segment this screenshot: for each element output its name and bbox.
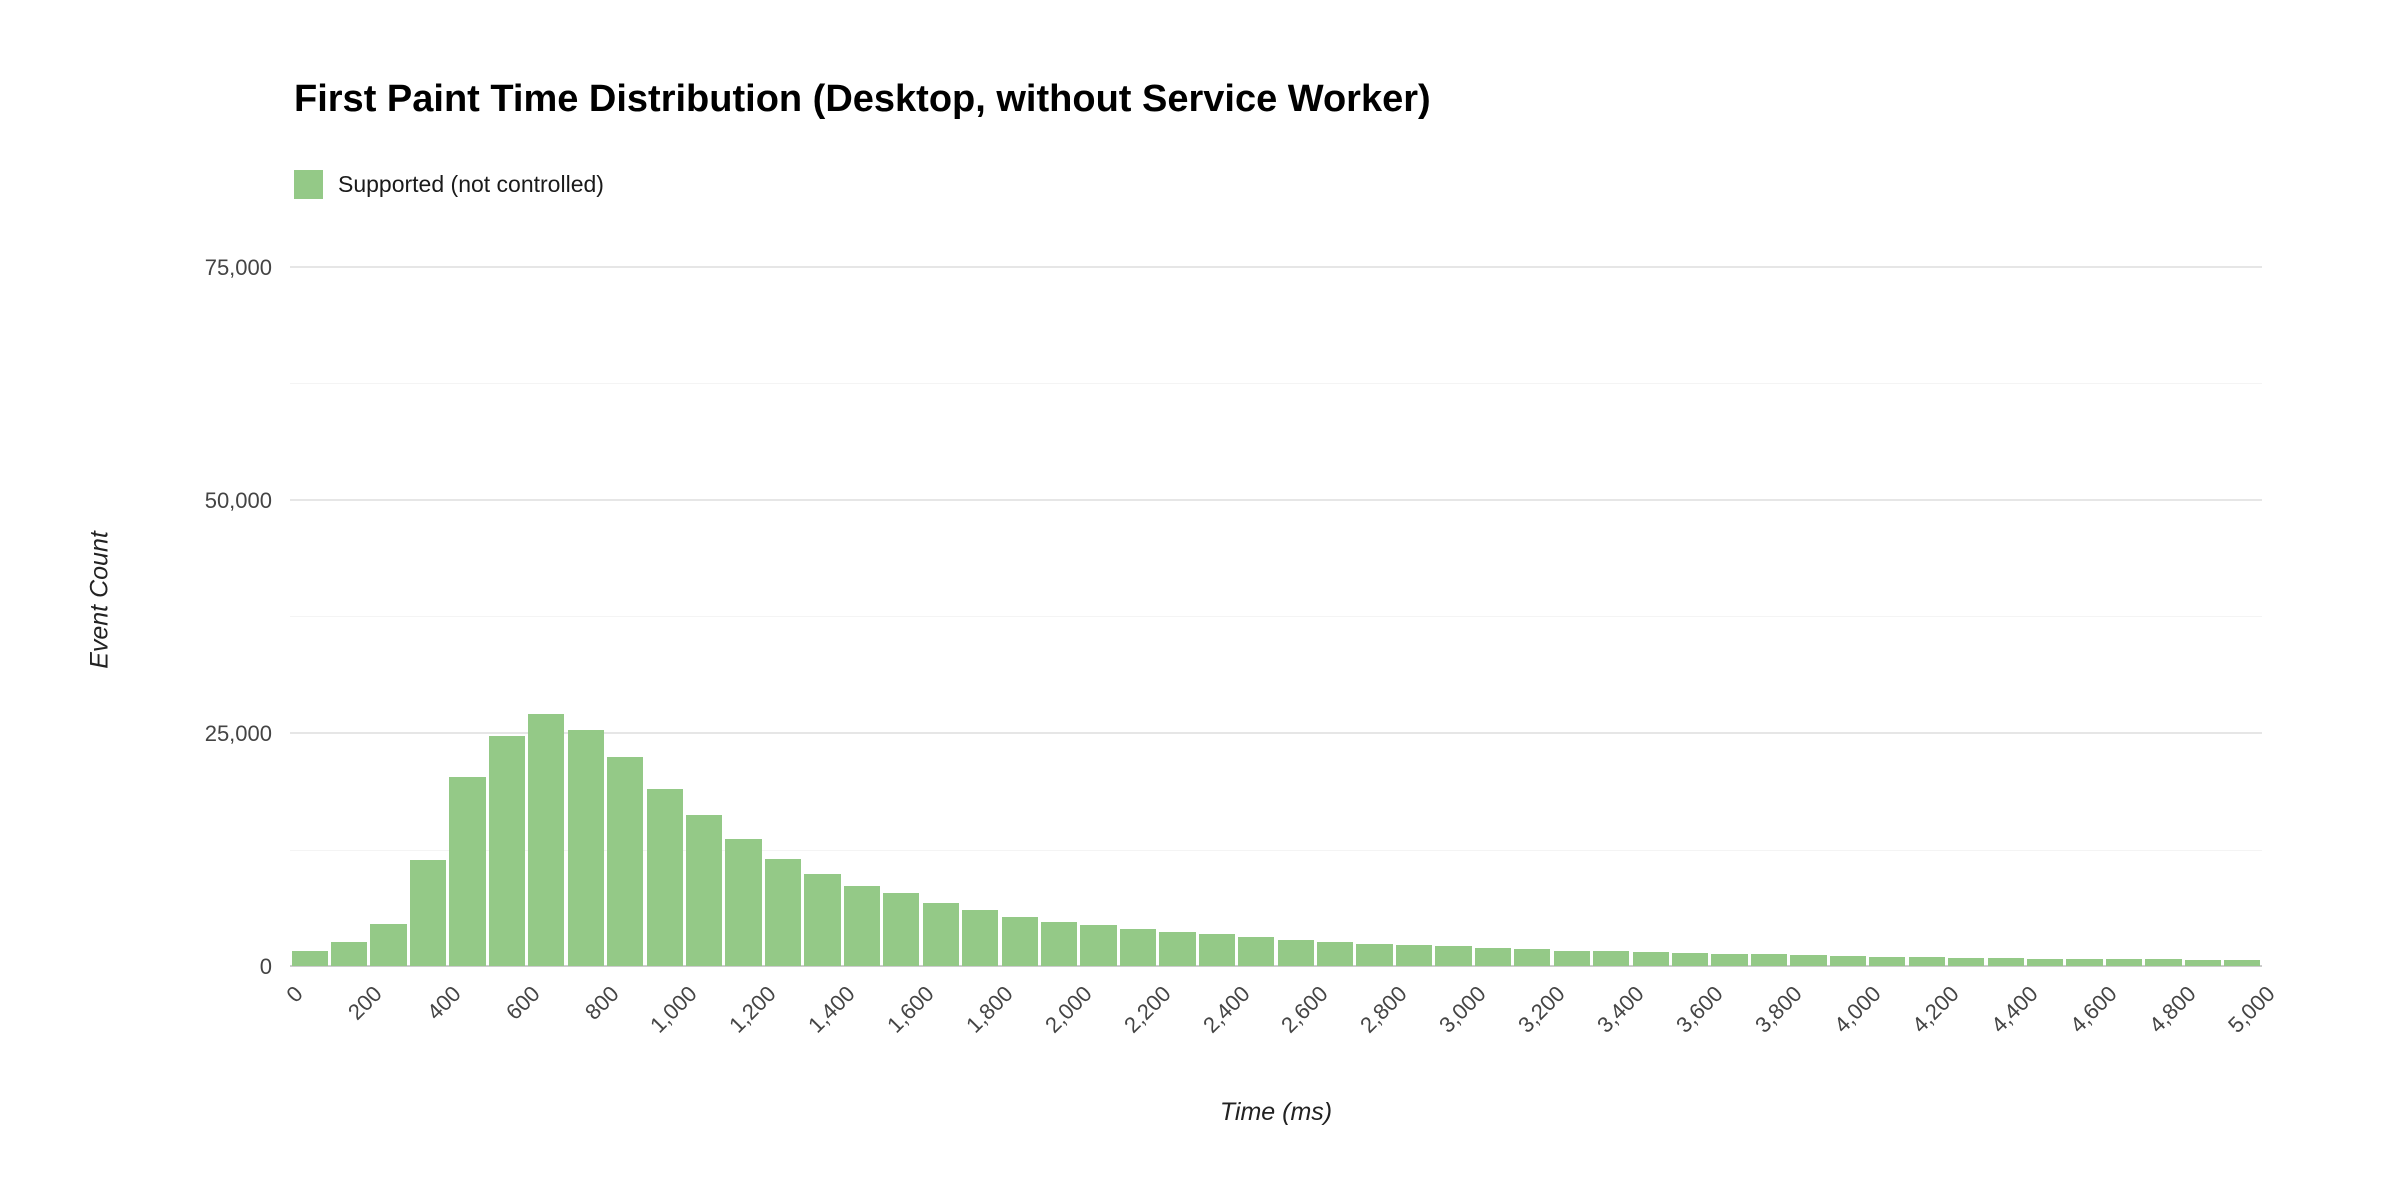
histogram-bar <box>1593 951 1630 966</box>
histogram-bar <box>1001 916 1038 966</box>
legend: Supported (not controlled) <box>294 170 604 199</box>
histogram-bar <box>1514 949 1551 966</box>
histogram-bar <box>1119 928 1157 966</box>
histogram-bar <box>2105 959 2143 966</box>
histogram-bar <box>686 815 723 966</box>
histogram-bar <box>449 776 486 966</box>
histogram-bar <box>1869 956 1906 966</box>
histogram-bar <box>922 902 959 966</box>
histogram-bar <box>883 893 920 966</box>
plot-area <box>290 240 2262 967</box>
histogram-bar <box>1553 951 1590 966</box>
histogram-bar <box>2066 958 2103 966</box>
gridline <box>290 265 2262 268</box>
y-axis-title: Event Count <box>85 531 114 669</box>
x-axis-title: Time (ms) <box>1219 1098 1333 1126</box>
histogram-bar <box>1829 955 1866 966</box>
histogram-bar <box>1948 957 1985 966</box>
histogram-bar <box>725 839 762 966</box>
histogram-bar <box>1277 939 1314 966</box>
histogram-bar <box>331 941 368 966</box>
gridline <box>290 732 2262 734</box>
histogram-bar <box>1040 922 1078 966</box>
histogram-bar <box>1750 953 1788 966</box>
y-axis-tick-label: 25,000 <box>204 720 272 746</box>
histogram-bar <box>1435 946 1472 966</box>
histogram-bar <box>1356 943 1393 966</box>
histogram-bar <box>2184 960 2221 966</box>
histogram-bar <box>1672 952 1709 966</box>
gridline <box>290 498 2262 501</box>
gridline <box>290 965 2262 967</box>
histogram-bar <box>1711 953 1748 966</box>
histogram-bar <box>488 735 526 966</box>
histogram-bar <box>409 859 447 966</box>
minor-gridline <box>290 383 2262 385</box>
histogram-bar <box>2145 959 2182 966</box>
minor-gridline <box>290 616 2262 618</box>
histogram-bar <box>370 924 407 966</box>
histogram-bar <box>1474 948 1512 966</box>
histogram-bar <box>1987 957 2024 966</box>
histogram-bar <box>1632 952 1669 966</box>
histogram-bar <box>1080 925 1117 966</box>
histogram-bar <box>962 910 999 966</box>
histogram-bar <box>1908 956 1945 966</box>
histogram-bar <box>1395 944 1433 966</box>
legend-label: Supported (not controlled) <box>338 171 604 197</box>
y-axis-tick-label: 75,000 <box>204 254 272 280</box>
histogram-bar <box>607 757 644 966</box>
histogram-bar <box>567 730 604 966</box>
histogram-bar <box>2026 958 2064 966</box>
y-axis-tick-label: 50,000 <box>204 487 272 513</box>
minor-gridline <box>290 849 2262 851</box>
histogram-bar <box>291 951 328 966</box>
y-axis-tick-label: 0 <box>259 954 272 979</box>
legend-swatch <box>294 170 323 199</box>
histogram-bar <box>764 858 802 966</box>
histogram-bar <box>1238 937 1275 966</box>
histogram-bar <box>1198 934 1235 966</box>
histogram-bar <box>1159 931 1196 966</box>
histogram-bar <box>804 873 841 966</box>
histogram-bar <box>528 714 565 966</box>
histogram-bar <box>2224 960 2261 966</box>
histogram-bar <box>843 885 880 966</box>
chart-title: First Paint Time Distribution (Desktop, … <box>294 78 1431 120</box>
histogram-bar <box>646 788 683 966</box>
histogram-bar <box>1317 941 1354 966</box>
histogram-bar <box>1790 954 1827 966</box>
